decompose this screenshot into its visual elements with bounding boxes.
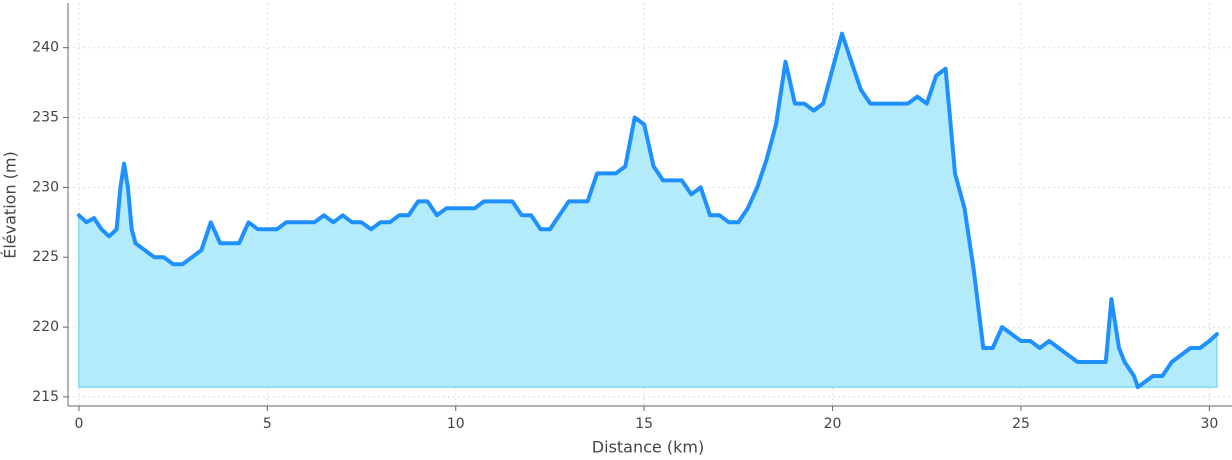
x-tick-label: 25	[1012, 416, 1030, 432]
x-tick-label: 20	[824, 416, 842, 432]
y-tick-label: 225	[32, 249, 59, 265]
y-tick-label: 230	[32, 179, 59, 195]
y-tick-label: 240	[32, 40, 59, 56]
elevation-area	[78, 31, 1218, 389]
x-tick-label: 0	[74, 416, 83, 432]
y-tick-label: 215	[32, 389, 59, 405]
x-axis-label: Distance (km)	[592, 438, 704, 457]
y-tick-label: 220	[32, 319, 59, 335]
y-tick-label: 235	[32, 110, 59, 126]
x-tick-label: 30	[1200, 416, 1218, 432]
x-tick-label: 5	[263, 416, 272, 432]
y-axis-label: Élévation (m)	[1, 151, 20, 258]
x-tick-label: 10	[447, 416, 465, 432]
elevation-line	[76, 31, 1219, 390]
x-tick-label: 15	[635, 416, 653, 432]
